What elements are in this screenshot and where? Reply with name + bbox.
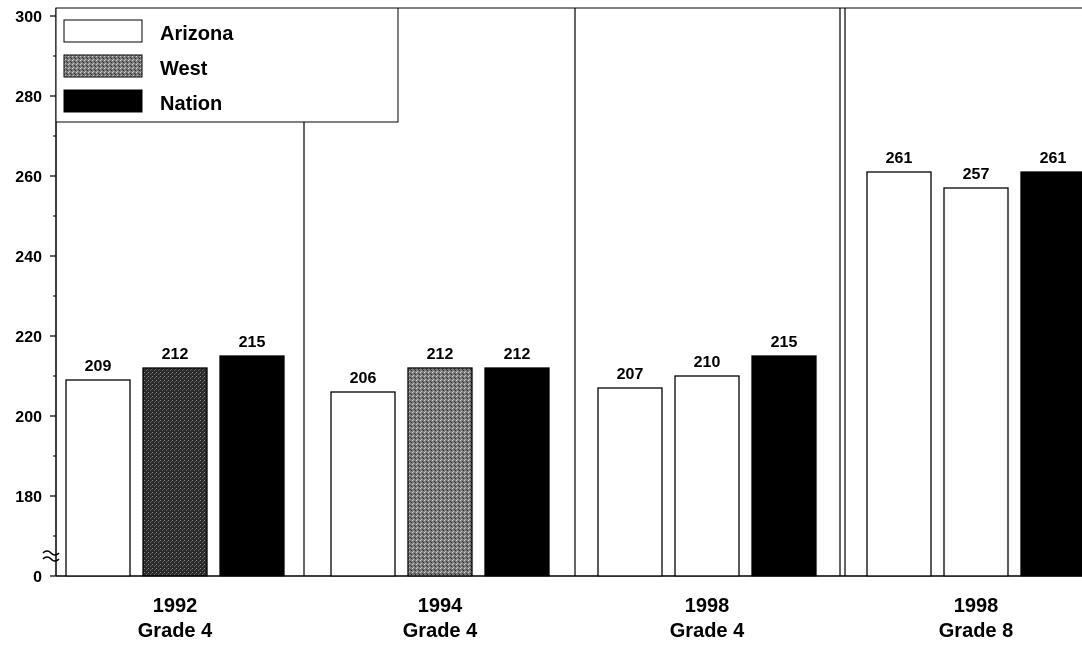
y-tick-label: 180 — [15, 489, 42, 506]
bar-value-label: 215 — [239, 334, 266, 351]
bar-west — [943, 187, 1009, 577]
bar-value-label: 206 — [350, 370, 377, 387]
bar-nation — [1020, 171, 1082, 577]
value-labels-layer: 209 212 215 206 212 212 207 210 215 261 257 261 — [85, 150, 1067, 387]
x-group-year: 1992 — [153, 595, 198, 617]
legend-label-west: West — [160, 58, 208, 80]
axis-break-icon — [42, 550, 60, 562]
bar-value-label: 261 — [886, 150, 913, 167]
x-group-year: 1994 — [418, 595, 463, 617]
y-tick-label: 260 — [15, 169, 42, 186]
y-tick-label: 0 — [33, 569, 42, 586]
bar-west — [674, 375, 740, 577]
y-axis-ticks: 0 180 200 220 240 260 280 300 — [15, 9, 56, 586]
legend-swatch-arizona — [63, 19, 143, 43]
bar-value-label: 212 — [162, 346, 189, 363]
x-group-year: 1998 — [685, 595, 730, 617]
bar-value-label: 209 — [85, 358, 112, 375]
bar-west — [407, 367, 473, 577]
bar-value-label: 207 — [617, 366, 644, 383]
bars-layer — [65, 171, 1082, 577]
bar-nation — [751, 355, 817, 577]
bar-value-label: 212 — [427, 346, 454, 363]
bar-value-label: 215 — [771, 334, 798, 351]
x-group-year: 1998 — [954, 595, 999, 617]
bar-west — [142, 367, 208, 577]
y-tick-label: 200 — [15, 409, 42, 426]
x-group-grade: Grade 4 — [403, 620, 478, 642]
x-group-grade: Grade 8 — [939, 620, 1013, 642]
x-group-grade: Grade 4 — [670, 620, 745, 642]
bar-nation — [484, 367, 550, 577]
legend-swatch-nation — [63, 89, 143, 113]
y-tick-label: 280 — [15, 89, 42, 106]
x-axis-labels: 1992 Grade 4 1994 Grade 4 1998 Grade 4 1998 Gra… — [138, 595, 1013, 642]
bar-value-label: 261 — [1040, 150, 1067, 167]
bar-value-label: 210 — [694, 354, 721, 371]
x-group-grade: Grade 4 — [138, 620, 213, 642]
legend: Arizona West Nation — [55, 7, 399, 123]
bar-arizona — [597, 387, 663, 577]
legend-label-nation: Nation — [160, 93, 222, 115]
bar-nation — [219, 355, 285, 577]
bar-arizona — [330, 391, 396, 577]
legend-label-arizona: Arizona — [160, 23, 234, 45]
y-tick-label: 240 — [15, 249, 42, 266]
legend-swatch-west — [63, 54, 143, 78]
bar-value-label: 212 — [504, 346, 531, 363]
bar-arizona — [866, 171, 932, 577]
bar-arizona — [65, 379, 131, 577]
y-tick-label: 220 — [15, 329, 42, 346]
bar-value-label: 257 — [963, 166, 990, 183]
y-tick-label: 300 — [15, 9, 42, 26]
